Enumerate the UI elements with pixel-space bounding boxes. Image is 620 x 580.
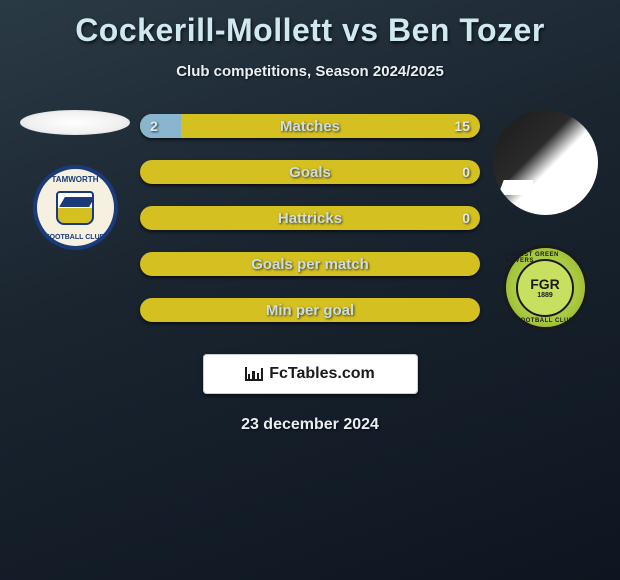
chart-icon <box>245 367 263 381</box>
right-club-badge: FOREST GREEN ROVERS FGR 1889 FOOTBALL CL… <box>503 245 588 330</box>
stat-value-left <box>140 206 160 230</box>
stat-label: Hattricks <box>140 206 480 230</box>
stat-label: Min per goal <box>140 298 480 322</box>
right-club-abbr: FGR <box>530 276 560 292</box>
stat-bar-hattricks: Hattricks0 <box>140 206 480 230</box>
stat-label: Matches <box>140 114 480 138</box>
right-club-top-text: FOREST GREEN ROVERS <box>506 252 585 264</box>
date-text: 23 december 2024 <box>5 416 615 434</box>
brand-badge: FcTables.com <box>203 354 418 394</box>
stat-value-right <box>460 298 480 322</box>
stat-value-left <box>140 298 160 322</box>
left-side: TAMWORTH FOOTBALL CLUB <box>20 110 130 250</box>
stat-value-right: 0 <box>452 206 480 230</box>
stat-value-left: 2 <box>140 114 168 138</box>
stat-bar-goals-per-match: Goals per match <box>140 252 480 276</box>
right-side: FOREST GREEN ROVERS FGR 1889 FOOTBALL CL… <box>490 110 600 330</box>
shield-icon <box>56 191 94 225</box>
stat-label: Goals <box>140 160 480 184</box>
stat-value-right: 0 <box>452 160 480 184</box>
stat-bar-matches: 2Matches15 <box>140 114 480 138</box>
right-club-inner: FGR 1889 <box>516 259 574 317</box>
stat-value-left <box>140 160 160 184</box>
left-club-bottom-text: FOOTBALL CLUB <box>45 234 104 241</box>
left-club-badge: TAMWORTH FOOTBALL CLUB <box>33 165 118 250</box>
left-club-top-text: TAMWORTH <box>52 175 99 184</box>
stat-value-right: 15 <box>444 114 480 138</box>
stat-value-right <box>460 252 480 276</box>
brand-text: FcTables.com <box>269 365 375 383</box>
left-player-photo <box>20 110 130 135</box>
right-club-year: 1889 <box>537 292 553 299</box>
stat-bar-min-per-goal: Min per goal <box>140 298 480 322</box>
right-club-bottom-text: FOOTBALL CLUB <box>516 318 573 324</box>
right-player-photo <box>493 110 598 215</box>
stat-label: Goals per match <box>140 252 480 276</box>
stat-value-left <box>140 252 160 276</box>
stat-bar-goals: Goals0 <box>140 160 480 184</box>
comparison-main: TAMWORTH FOOTBALL CLUB 2Matches15Goals0H… <box>5 110 615 330</box>
page-title: Cockerill-Mollett vs Ben Tozer <box>5 12 615 49</box>
stat-bars: 2Matches15Goals0Hattricks0Goals per matc… <box>140 110 480 322</box>
page-subtitle: Club competitions, Season 2024/2025 <box>5 63 615 80</box>
